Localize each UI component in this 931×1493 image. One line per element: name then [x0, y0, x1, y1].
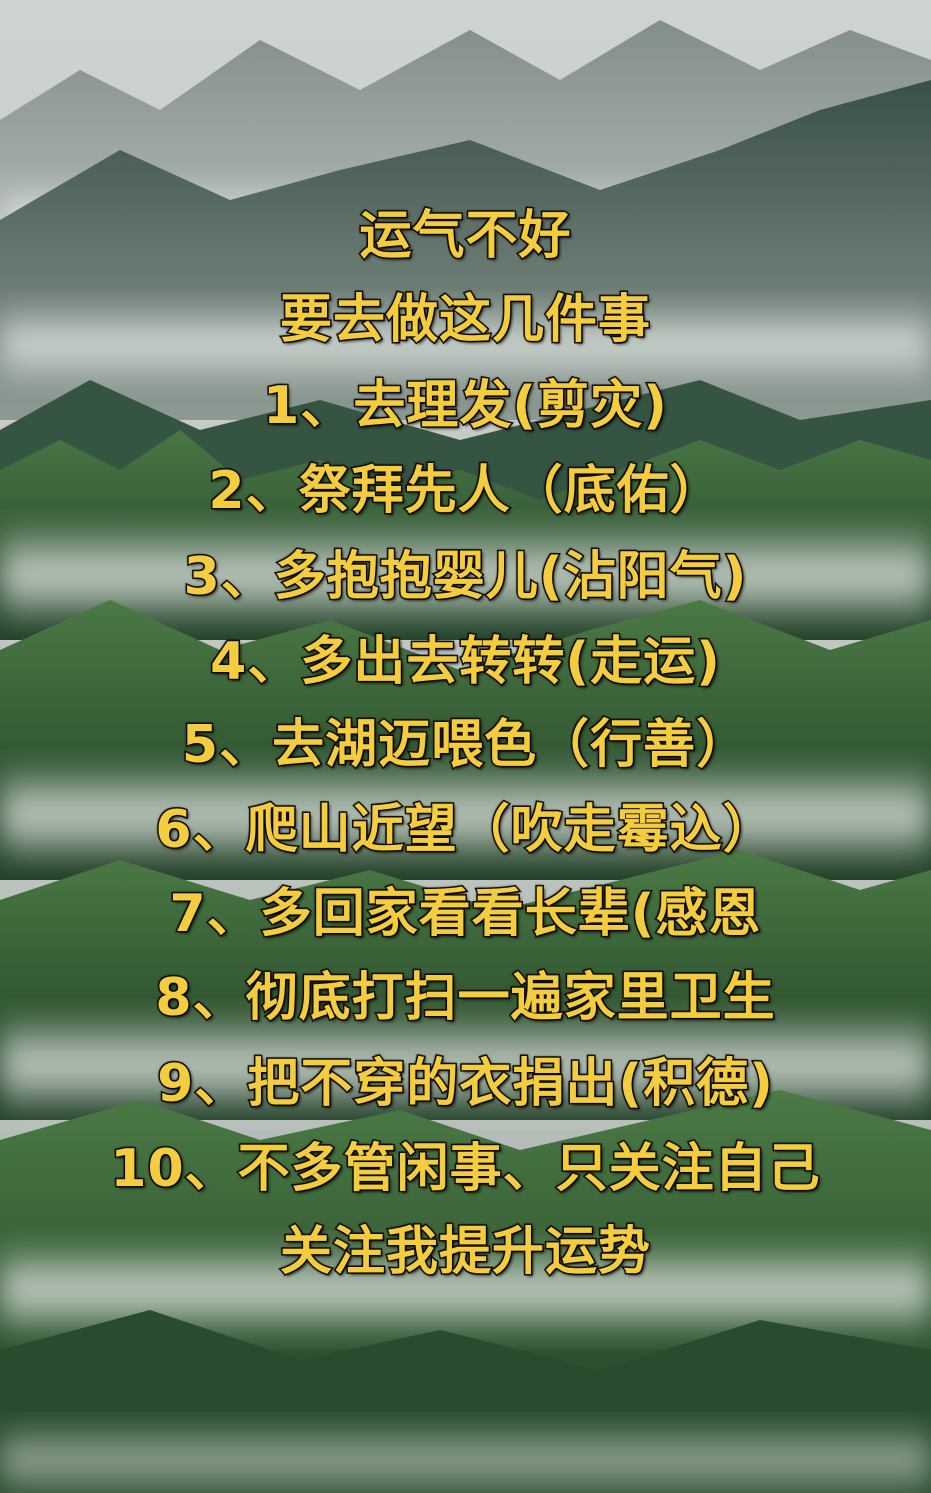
- list-item-1: 1、去理发(剪灾): [262, 375, 669, 438]
- list-item-2: 2、祭拜先人（底佑）: [207, 460, 723, 523]
- list-item-4: 4、多出去转转(走运): [209, 631, 722, 694]
- list-item-7: 7、多回家看看长辈(感恩: [168, 883, 762, 946]
- list-item-9: 9、把不穿的衣捐出(积德): [156, 1053, 775, 1116]
- list-item-8: 8、彻底打扫一遍家里卫生: [154, 967, 776, 1030]
- list-item-10: 10、不多管闲事、只关注自己: [109, 1138, 821, 1201]
- title-line-2: 要去做这几件事: [278, 289, 651, 352]
- title-line-1: 运气不好: [358, 205, 572, 268]
- call-to-action-line: 关注我提升运势: [278, 1221, 651, 1284]
- list-item-5: 5、去湖迈喂色（行善）: [180, 714, 750, 777]
- list-item-6: 6、爬山近望（吹走霉込）: [154, 799, 776, 862]
- list-item-3: 3、多抱抱婴儿(沾阳气): [182, 546, 748, 609]
